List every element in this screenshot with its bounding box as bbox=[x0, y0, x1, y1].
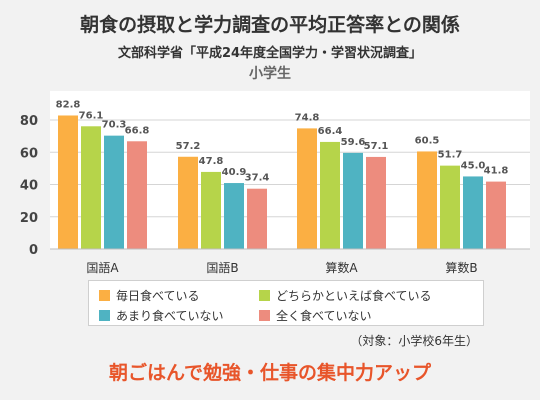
y-tick-label: 60 bbox=[20, 146, 38, 161]
data-label: 60.5 bbox=[415, 135, 440, 146]
data-label: 66.4 bbox=[318, 126, 343, 137]
chart-legend: 毎日食べている どちらかといえば食べているあまり食べていない 全く食べていない bbox=[88, 280, 484, 326]
data-label: 59.6 bbox=[341, 137, 366, 148]
bar-算数A-0 bbox=[297, 128, 317, 249]
bar-算数B-3 bbox=[486, 181, 506, 249]
legend-item: 全く食べていない bbox=[259, 307, 372, 324]
chart-subtitle: 文部科学省「平成24年度全国学力・学習状況調査」 bbox=[117, 46, 423, 61]
bar-算数A-1 bbox=[320, 141, 340, 249]
data-label: 51.7 bbox=[438, 150, 463, 161]
x-category-label: 国語A bbox=[86, 260, 119, 275]
data-label: 70.3 bbox=[102, 120, 127, 131]
data-label: 37.4 bbox=[245, 173, 270, 184]
target-note: （対象：小学校6年生） bbox=[350, 334, 478, 348]
chart-subtitle-grade: 小学生 bbox=[249, 66, 291, 82]
legend-item: 毎日食べている bbox=[99, 287, 200, 304]
bar-算数B-0 bbox=[417, 151, 437, 249]
data-label: 57.2 bbox=[176, 141, 201, 152]
legend-label: 全く食べていない bbox=[276, 309, 372, 323]
bar-国語A-1 bbox=[81, 126, 101, 249]
y-tick-label: 0 bbox=[29, 243, 38, 258]
bar-国語B-1 bbox=[201, 171, 221, 249]
bar-算数B-2 bbox=[463, 176, 483, 249]
bar-国語B-3 bbox=[247, 188, 267, 249]
legend-swatch bbox=[99, 290, 110, 301]
bar-国語A-3 bbox=[127, 141, 147, 249]
bar-chart: 0 20 40 60 80 82.876.170.366.8 国語A 57.2 47.840.9… bbox=[20, 91, 530, 275]
y-tick-label: 80 bbox=[20, 114, 38, 129]
x-category-label: 算数A bbox=[325, 260, 358, 275]
bar-国語B-0 bbox=[178, 156, 198, 249]
legend-swatch bbox=[259, 290, 270, 301]
data-label: 57.1 bbox=[364, 141, 389, 152]
data-label: 41.8 bbox=[484, 166, 509, 177]
legend-swatch bbox=[99, 310, 110, 321]
bar-国語A-0 bbox=[58, 115, 78, 249]
legend-label: 毎日食べている bbox=[116, 289, 200, 303]
data-label: 74.8 bbox=[295, 112, 320, 123]
footer-slogan: 朝ごはんで勉強・仕事の集中力アップ bbox=[108, 362, 432, 384]
data-label: 45.0 bbox=[461, 160, 486, 171]
legend-item: どちらかといえば食べている bbox=[259, 287, 432, 304]
legend-item: あまり食べていない bbox=[99, 307, 224, 324]
legend-label: あまり食べていない bbox=[116, 309, 224, 323]
x-category-label: 算数B bbox=[445, 260, 477, 275]
data-label: 47.8 bbox=[199, 156, 224, 167]
data-label: 76.1 bbox=[79, 110, 104, 121]
data-label: 66.8 bbox=[125, 125, 150, 136]
bar-国語A-2 bbox=[104, 135, 124, 249]
chart-title: 朝食の摂取と学力調査の平均正答率との関係 bbox=[80, 14, 460, 36]
bar-算数B-1 bbox=[440, 165, 460, 249]
data-label: 82.8 bbox=[56, 99, 81, 110]
data-label: 40.9 bbox=[222, 167, 247, 178]
legend-swatch bbox=[259, 310, 270, 321]
x-category-label: 国語B bbox=[206, 260, 238, 275]
y-tick-label: 20 bbox=[20, 211, 38, 226]
bar-算数A-3 bbox=[366, 156, 386, 249]
bar-国語B-2 bbox=[224, 183, 244, 249]
y-tick-label: 40 bbox=[20, 179, 38, 194]
legend-label: どちらかといえば食べている bbox=[276, 289, 432, 303]
bar-算数A-2 bbox=[343, 152, 363, 249]
